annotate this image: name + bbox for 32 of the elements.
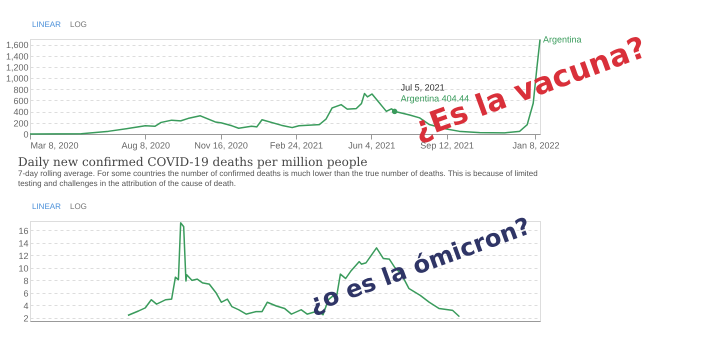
y-tick-label: 2 — [23, 313, 28, 324]
y-tick-label: 0 — [23, 130, 28, 140]
x-tick-label: Aug 8, 2020 — [121, 140, 170, 150]
y-tick-label: 1,400 — [6, 51, 28, 62]
text: LINEAR — [32, 20, 62, 29]
text: LOG — [70, 20, 87, 29]
x-tick-label: Jun 4, 2021 — [348, 140, 396, 150]
text: LOG — [70, 202, 87, 211]
y-tick-label: 400 — [13, 107, 28, 118]
y-tick-label: 1,200 — [6, 62, 28, 72]
text: LINEAR — [32, 202, 62, 211]
y-tick-label: 1,000 — [6, 74, 28, 84]
y-tick-label: 800 — [13, 84, 28, 95]
chart-title: Daily new confirmed COVID-19 deaths per million people — [18, 155, 368, 169]
x-tick-label: Feb 24, 2021 — [270, 140, 323, 150]
annotation: Jul 5, 2021 — [400, 82, 445, 92]
y-tick-label: 14 — [18, 238, 28, 248]
y-tick-label: 1,600 — [6, 40, 28, 50]
x-tick-label: Jan 8, 2022 — [512, 140, 560, 150]
chart-subtitle: 7-day rolling average. For some countries the number of confirmed deaths is much lower than the true number of deaths. This is because of limited testing and challenges in the attribution of the cause of death. — [18, 169, 538, 188]
y-tick-label: 200 — [13, 118, 28, 128]
x-tick-label: Sep 12, 2021 — [420, 140, 474, 150]
x-tick-label: Nov 16, 2020 — [194, 140, 248, 150]
annotation: Argentina 404.44 — [400, 93, 470, 104]
y-tick-label: 16 — [18, 226, 28, 236]
y-tick-label: 600 — [13, 96, 28, 106]
y-tick-label: 4 — [23, 300, 28, 311]
y-tick-label: 10 — [18, 263, 28, 274]
y-tick-label: 6 — [23, 288, 28, 298]
x-tick-label: Mar 8, 2020 — [30, 140, 79, 150]
y-tick-label: 12 — [18, 250, 28, 261]
y-tick-label: 8 — [23, 276, 28, 286]
